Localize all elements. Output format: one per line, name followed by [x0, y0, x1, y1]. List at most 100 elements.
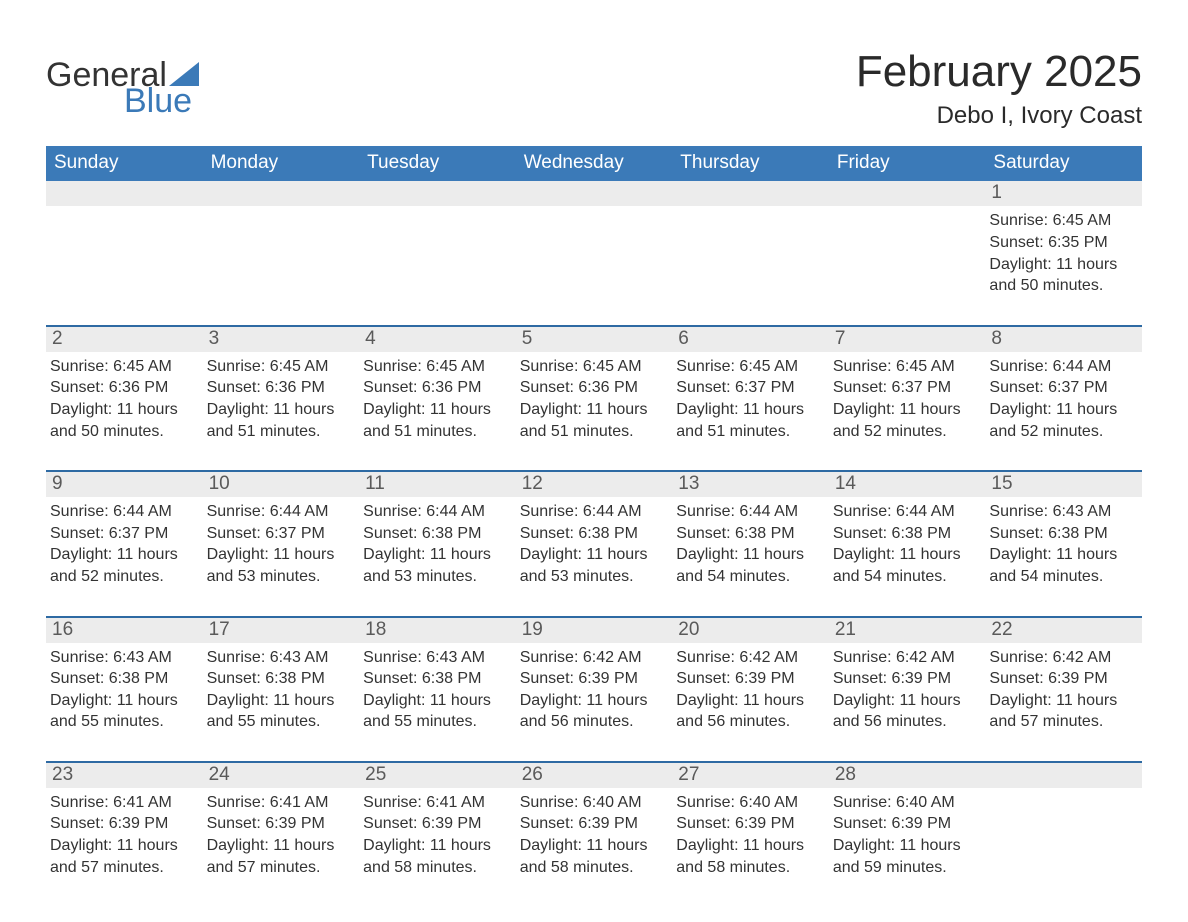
day-number — [672, 181, 829, 206]
day-body: Sunrise: 6:40 AM Sunset: 6:39 PM Dayligh… — [829, 788, 986, 882]
day-body-row: Sunrise: 6:45 AM Sunset: 6:35 PM Dayligh… — [46, 206, 1142, 300]
day-number: 4 — [359, 327, 516, 352]
day-number-row: 232425262728 — [46, 763, 1142, 788]
day-body: Sunrise: 6:45 AM Sunset: 6:36 PM Dayligh… — [516, 352, 673, 446]
day-body — [359, 206, 516, 300]
day-body: Sunrise: 6:45 AM Sunset: 6:37 PM Dayligh… — [672, 352, 829, 446]
day-number: 27 — [672, 763, 829, 788]
day-number — [829, 181, 986, 206]
weekday-header: Friday — [829, 146, 986, 181]
weekday-header: Sunday — [46, 146, 203, 181]
weekday-header: Saturday — [985, 146, 1142, 181]
day-number: 21 — [829, 618, 986, 643]
day-number: 23 — [46, 763, 203, 788]
day-number: 13 — [672, 472, 829, 497]
title-block: February 2025 Debo I, Ivory Coast — [856, 48, 1142, 130]
day-body: Sunrise: 6:44 AM Sunset: 6:37 PM Dayligh… — [985, 352, 1142, 446]
day-body: Sunrise: 6:45 AM Sunset: 6:36 PM Dayligh… — [46, 352, 203, 446]
day-number: 18 — [359, 618, 516, 643]
day-number-row: 2345678 — [46, 327, 1142, 352]
day-body: Sunrise: 6:45 AM Sunset: 6:35 PM Dayligh… — [985, 206, 1142, 300]
day-number: 16 — [46, 618, 203, 643]
calendar-page: General Blue February 2025 Debo I, Ivory… — [0, 0, 1188, 922]
day-body — [672, 206, 829, 300]
day-body — [516, 206, 673, 300]
calendar-week: 9101112131415Sunrise: 6:44 AM Sunset: 6:… — [46, 470, 1142, 591]
day-body: Sunrise: 6:43 AM Sunset: 6:38 PM Dayligh… — [359, 643, 516, 737]
day-body: Sunrise: 6:44 AM Sunset: 6:37 PM Dayligh… — [46, 497, 203, 591]
day-body: Sunrise: 6:41 AM Sunset: 6:39 PM Dayligh… — [203, 788, 360, 882]
day-body: Sunrise: 6:40 AM Sunset: 6:39 PM Dayligh… — [672, 788, 829, 882]
day-body: Sunrise: 6:42 AM Sunset: 6:39 PM Dayligh… — [985, 643, 1142, 737]
day-number: 9 — [46, 472, 203, 497]
day-number: 12 — [516, 472, 673, 497]
day-number: 5 — [516, 327, 673, 352]
day-number: 17 — [203, 618, 360, 643]
day-body-row: Sunrise: 6:45 AM Sunset: 6:36 PM Dayligh… — [46, 352, 1142, 446]
day-number: 15 — [985, 472, 1142, 497]
brand-logo: General Blue — [46, 58, 199, 118]
day-body-row: Sunrise: 6:43 AM Sunset: 6:38 PM Dayligh… — [46, 643, 1142, 737]
day-body: Sunrise: 6:43 AM Sunset: 6:38 PM Dayligh… — [46, 643, 203, 737]
day-number: 10 — [203, 472, 360, 497]
day-body: Sunrise: 6:44 AM Sunset: 6:37 PM Dayligh… — [203, 497, 360, 591]
day-body: Sunrise: 6:43 AM Sunset: 6:38 PM Dayligh… — [203, 643, 360, 737]
brand-word-2: Blue — [124, 84, 199, 118]
day-body: Sunrise: 6:42 AM Sunset: 6:39 PM Dayligh… — [516, 643, 673, 737]
day-body: Sunrise: 6:44 AM Sunset: 6:38 PM Dayligh… — [516, 497, 673, 591]
day-body: Sunrise: 6:45 AM Sunset: 6:37 PM Dayligh… — [829, 352, 986, 446]
day-body — [46, 206, 203, 300]
day-number: 25 — [359, 763, 516, 788]
day-number: 7 — [829, 327, 986, 352]
day-number: 22 — [985, 618, 1142, 643]
day-body: Sunrise: 6:44 AM Sunset: 6:38 PM Dayligh… — [359, 497, 516, 591]
weeks-container: 1Sunrise: 6:45 AM Sunset: 6:35 PM Daylig… — [46, 181, 1142, 882]
month-title: February 2025 — [856, 48, 1142, 96]
calendar-week: 2345678Sunrise: 6:45 AM Sunset: 6:36 PM … — [46, 325, 1142, 446]
day-number — [516, 181, 673, 206]
day-body: Sunrise: 6:42 AM Sunset: 6:39 PM Dayligh… — [672, 643, 829, 737]
weekday-header: Monday — [203, 146, 360, 181]
day-number-row: 16171819202122 — [46, 618, 1142, 643]
day-number: 19 — [516, 618, 673, 643]
weekday-header-row: Sunday Monday Tuesday Wednesday Thursday… — [46, 146, 1142, 181]
day-body — [985, 788, 1142, 882]
day-number — [985, 763, 1142, 788]
day-body: Sunrise: 6:43 AM Sunset: 6:38 PM Dayligh… — [985, 497, 1142, 591]
day-number: 3 — [203, 327, 360, 352]
day-body: Sunrise: 6:42 AM Sunset: 6:39 PM Dayligh… — [829, 643, 986, 737]
calendar-week: 16171819202122Sunrise: 6:43 AM Sunset: 6… — [46, 616, 1142, 737]
day-number: 8 — [985, 327, 1142, 352]
header-bar: General Blue February 2025 Debo I, Ivory… — [46, 48, 1142, 130]
day-body: Sunrise: 6:45 AM Sunset: 6:36 PM Dayligh… — [203, 352, 360, 446]
day-number: 11 — [359, 472, 516, 497]
weekday-header: Tuesday — [359, 146, 516, 181]
day-body: Sunrise: 6:41 AM Sunset: 6:39 PM Dayligh… — [359, 788, 516, 882]
day-number: 6 — [672, 327, 829, 352]
weekday-header: Wednesday — [516, 146, 673, 181]
day-number: 24 — [203, 763, 360, 788]
logo-text-block: General Blue — [46, 58, 199, 118]
calendar-week: 1Sunrise: 6:45 AM Sunset: 6:35 PM Daylig… — [46, 181, 1142, 300]
location-label: Debo I, Ivory Coast — [856, 102, 1142, 130]
day-body-row: Sunrise: 6:41 AM Sunset: 6:39 PM Dayligh… — [46, 788, 1142, 882]
day-number: 26 — [516, 763, 673, 788]
day-number-row: 9101112131415 — [46, 472, 1142, 497]
day-body: Sunrise: 6:40 AM Sunset: 6:39 PM Dayligh… — [516, 788, 673, 882]
day-number-row: 1 — [46, 181, 1142, 206]
day-number — [359, 181, 516, 206]
day-number: 2 — [46, 327, 203, 352]
day-number: 14 — [829, 472, 986, 497]
calendar-grid: Sunday Monday Tuesday Wednesday Thursday… — [46, 146, 1142, 882]
calendar-week: 232425262728Sunrise: 6:41 AM Sunset: 6:3… — [46, 761, 1142, 882]
day-body — [203, 206, 360, 300]
day-number: 1 — [985, 181, 1142, 206]
day-body-row: Sunrise: 6:44 AM Sunset: 6:37 PM Dayligh… — [46, 497, 1142, 591]
day-body: Sunrise: 6:41 AM Sunset: 6:39 PM Dayligh… — [46, 788, 203, 882]
day-number: 20 — [672, 618, 829, 643]
day-body: Sunrise: 6:45 AM Sunset: 6:36 PM Dayligh… — [359, 352, 516, 446]
day-number — [203, 181, 360, 206]
day-body — [829, 206, 986, 300]
day-body: Sunrise: 6:44 AM Sunset: 6:38 PM Dayligh… — [829, 497, 986, 591]
day-number: 28 — [829, 763, 986, 788]
